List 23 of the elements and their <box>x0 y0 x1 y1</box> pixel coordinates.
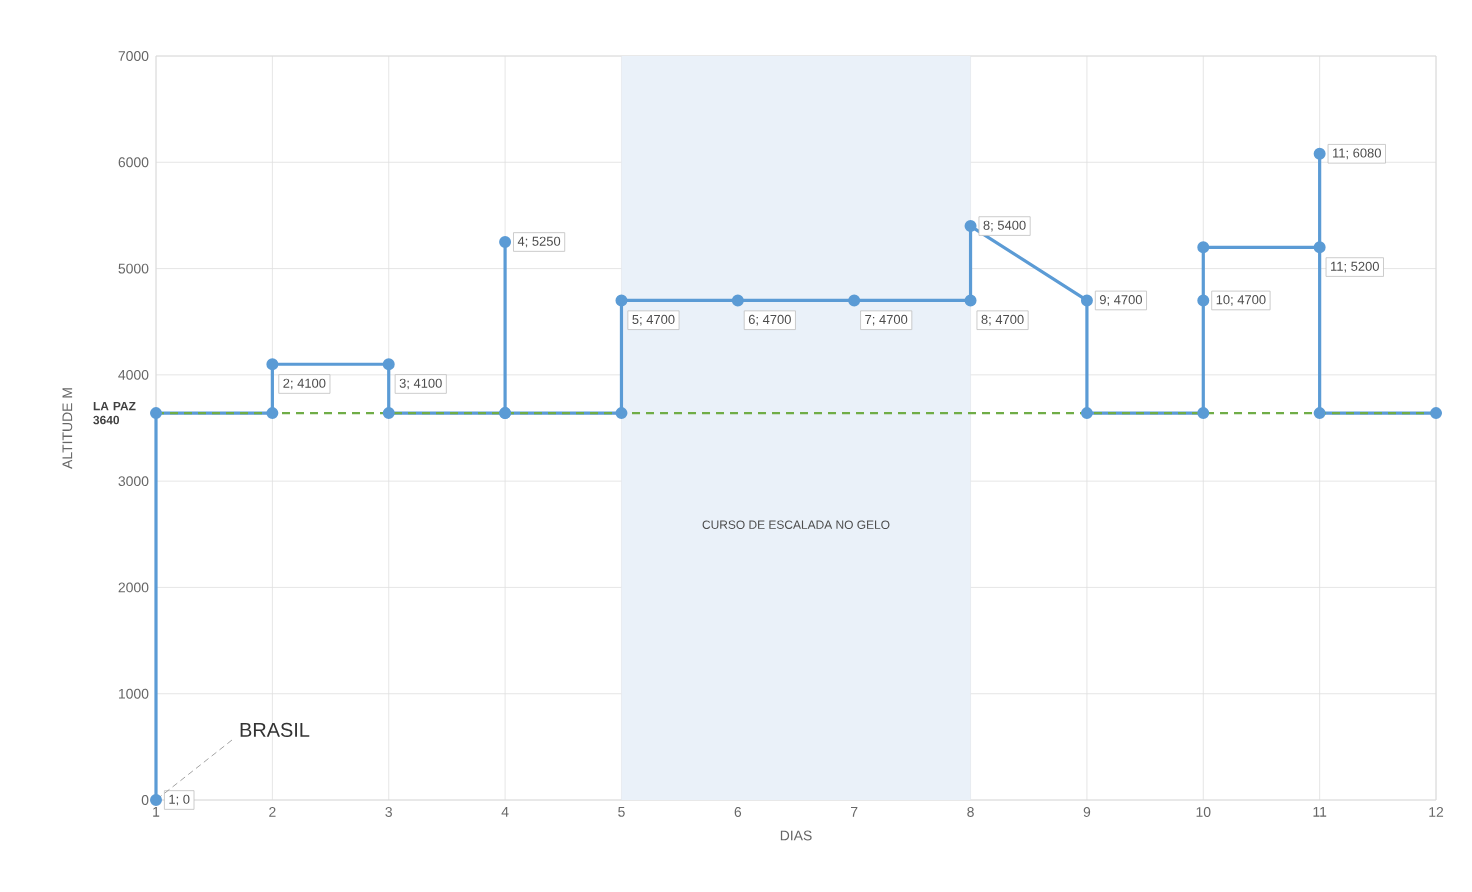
point <box>615 294 628 307</box>
point <box>382 358 395 371</box>
point <box>499 236 512 248</box>
point <box>1197 407 1210 420</box>
point <box>1080 294 1093 307</box>
point <box>1197 241 1210 254</box>
point <box>1313 147 1326 160</box>
point <box>266 407 279 420</box>
point <box>1197 294 1210 307</box>
point <box>731 294 744 307</box>
annotation: BRASIL <box>240 722 310 737</box>
point <box>1430 407 1443 420</box>
point <box>964 220 977 233</box>
point <box>1313 241 1326 254</box>
point <box>1080 407 1093 420</box>
point <box>150 794 162 806</box>
point <box>848 294 861 307</box>
point <box>150 407 162 420</box>
point <box>964 294 977 307</box>
point <box>1313 407 1326 420</box>
point <box>266 358 279 371</box>
point <box>615 407 628 420</box>
point <box>382 407 395 420</box>
